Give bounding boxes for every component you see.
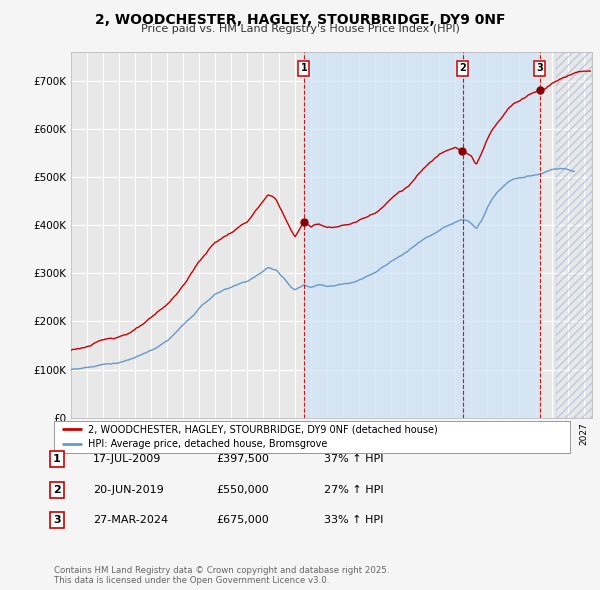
Text: 3: 3 (53, 516, 61, 525)
Text: 27% ↑ HPI: 27% ↑ HPI (324, 485, 383, 494)
Text: 1: 1 (301, 63, 307, 73)
Text: 27-MAR-2024: 27-MAR-2024 (93, 516, 168, 525)
Text: 2, WOODCHESTER, HAGLEY, STOURBRIDGE, DY9 0NF (detached house): 2, WOODCHESTER, HAGLEY, STOURBRIDGE, DY9… (88, 424, 437, 434)
Text: 17-JUL-2009: 17-JUL-2009 (93, 454, 161, 464)
Text: £397,500: £397,500 (216, 454, 269, 464)
Text: 2, WOODCHESTER, HAGLEY, STOURBRIDGE, DY9 0NF: 2, WOODCHESTER, HAGLEY, STOURBRIDGE, DY9… (95, 13, 505, 27)
Text: 33% ↑ HPI: 33% ↑ HPI (324, 516, 383, 525)
Text: Price paid vs. HM Land Registry's House Price Index (HPI): Price paid vs. HM Land Registry's House … (140, 24, 460, 34)
Text: 3: 3 (536, 63, 543, 73)
Bar (304, 52, 539, 418)
Text: 20-JUN-2019: 20-JUN-2019 (93, 485, 164, 494)
Text: 37% ↑ HPI: 37% ↑ HPI (324, 454, 383, 464)
Text: 2: 2 (460, 63, 466, 73)
Text: £550,000: £550,000 (216, 485, 269, 494)
Text: HPI: Average price, detached house, Bromsgrove: HPI: Average price, detached house, Brom… (88, 440, 327, 450)
Text: 1: 1 (53, 454, 61, 464)
Text: £675,000: £675,000 (216, 516, 269, 525)
Text: 2: 2 (53, 485, 61, 494)
Text: Contains HM Land Registry data © Crown copyright and database right 2025.
This d: Contains HM Land Registry data © Crown c… (54, 566, 389, 585)
